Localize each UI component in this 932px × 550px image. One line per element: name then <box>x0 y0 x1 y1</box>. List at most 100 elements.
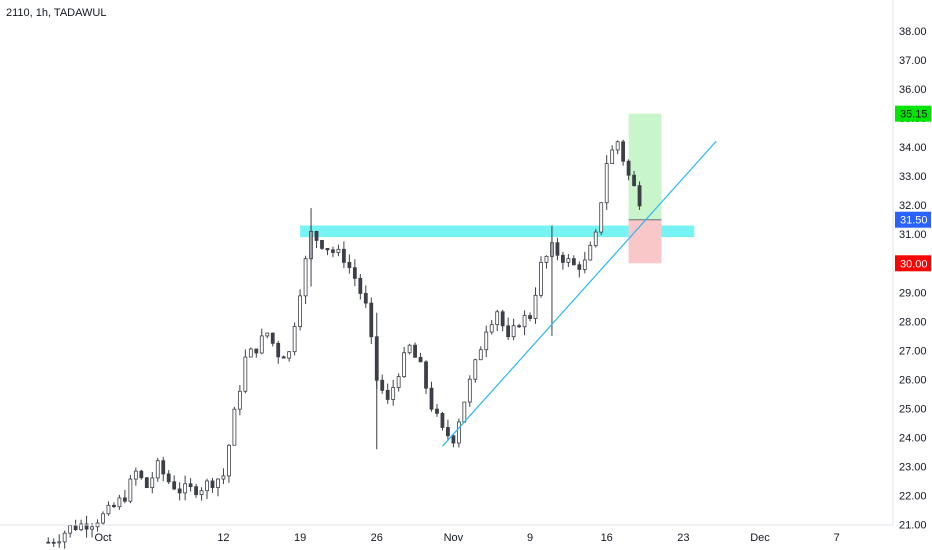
candle-body <box>385 389 390 400</box>
candle-body <box>331 249 335 253</box>
candle-body <box>287 351 292 359</box>
candle-body <box>544 255 549 263</box>
candle-body <box>610 149 615 165</box>
candle-body <box>150 477 155 489</box>
candle-body <box>276 342 281 358</box>
price-tag-label: 30.00 <box>900 258 928 270</box>
candle-body <box>161 460 166 475</box>
candle-body <box>593 231 598 246</box>
time-tick-label: 7 <box>834 532 840 544</box>
candle-body <box>68 525 73 534</box>
candle-body <box>363 293 368 304</box>
price-tick-label: 33.00 <box>899 171 927 183</box>
price-tag-target <box>895 105 931 122</box>
price-tick-label: 37.00 <box>899 55 927 67</box>
candle-body <box>511 325 516 338</box>
candle-body <box>177 488 182 494</box>
candle-body <box>243 356 248 392</box>
candle-body <box>533 294 538 319</box>
position-target-zone[interactable] <box>628 113 662 220</box>
candle-body <box>144 477 149 489</box>
price-tag-entry <box>895 211 931 228</box>
candle-body <box>106 504 111 515</box>
candle-body <box>270 332 275 344</box>
candle-body <box>166 473 171 483</box>
candle-body <box>248 348 253 358</box>
candle-body <box>435 408 439 414</box>
candle-body <box>128 478 133 502</box>
candle-body <box>155 460 160 479</box>
candle-body <box>604 163 609 204</box>
candle-body <box>281 356 286 359</box>
candle-body <box>183 483 188 494</box>
candle-body <box>259 335 264 354</box>
candle-body <box>112 504 116 508</box>
candle-body <box>528 315 532 319</box>
candle-body <box>314 231 319 241</box>
candle-body <box>205 480 209 492</box>
candle-body <box>325 248 330 251</box>
price-tick-label: 31.00 <box>899 229 927 241</box>
price-tick-label: 22.00 <box>899 491 927 503</box>
candle-body <box>500 311 505 327</box>
candle-body <box>369 302 374 338</box>
candle-body <box>615 141 620 151</box>
price-tick-label: 32.00 <box>899 200 927 212</box>
candle-body <box>467 378 472 403</box>
candle-body <box>522 315 527 328</box>
price-tick-label: 23.00 <box>899 462 927 474</box>
candle-body <box>90 526 94 530</box>
candle-body <box>303 258 308 297</box>
candle-body <box>561 254 565 263</box>
candle-body <box>632 174 636 187</box>
candle-body <box>621 141 626 162</box>
candle-body <box>172 481 177 490</box>
candle-body <box>495 311 500 326</box>
candle-body <box>194 486 198 496</box>
time-tick-label: 19 <box>294 532 306 544</box>
candle-body <box>571 258 576 266</box>
candle-body <box>456 421 461 444</box>
candle-body <box>451 435 456 444</box>
price-tick-label: 34.00 <box>899 142 927 154</box>
time-tick-label: 26 <box>371 532 383 544</box>
resistance-zone[interactable] <box>300 225 695 238</box>
candle-body <box>133 470 138 480</box>
price-tick-label: 25.00 <box>899 404 927 416</box>
price-tick-label: 28.00 <box>899 316 927 328</box>
candle-body <box>51 541 56 544</box>
candle-body <box>347 262 352 269</box>
candle-body <box>539 261 543 296</box>
candle-body <box>599 202 604 233</box>
candle-body <box>232 408 237 446</box>
candle-body <box>73 525 78 531</box>
price-tick-label: 27.00 <box>899 345 927 357</box>
price-tick-label: 38.00 <box>899 26 927 38</box>
price-tick-label: 29.00 <box>899 287 927 299</box>
candle-body <box>446 427 450 437</box>
candle-body <box>46 541 51 544</box>
candle-body <box>320 240 324 249</box>
candle-body <box>123 497 127 502</box>
candle-body <box>418 356 423 363</box>
candle-body <box>298 295 303 327</box>
candle-body <box>292 326 297 353</box>
trendline[interactable] <box>442 140 717 447</box>
time-tick-label: 23 <box>677 532 689 544</box>
candle-body <box>396 376 401 388</box>
time-tick-label: Dec <box>750 532 770 544</box>
price-tag-label: 31.50 <box>900 215 928 227</box>
candle-body <box>210 480 215 489</box>
position-stop-zone[interactable] <box>628 219 662 264</box>
candle-body <box>62 532 67 543</box>
time-tick-label: Nov <box>444 532 464 544</box>
candle-body <box>413 344 417 358</box>
candle-body <box>216 478 220 489</box>
price-tick-label: 21.00 <box>899 520 927 532</box>
candle-body <box>117 497 122 508</box>
candle-body <box>402 352 407 378</box>
price-tag-label: 35.15 <box>900 109 928 121</box>
candle-body <box>237 390 242 410</box>
candle-body <box>473 359 478 380</box>
